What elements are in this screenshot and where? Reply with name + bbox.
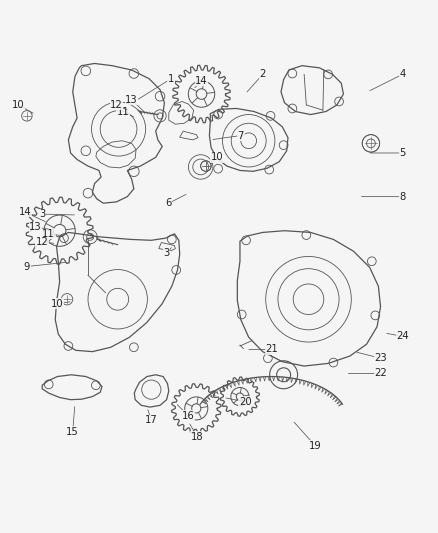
Text: 2: 2: [259, 69, 266, 79]
Text: 3: 3: [39, 209, 45, 219]
Text: 10: 10: [12, 100, 25, 110]
Text: 5: 5: [399, 148, 406, 158]
Text: 11: 11: [117, 107, 129, 117]
Text: 14: 14: [195, 76, 208, 86]
Text: 23: 23: [374, 353, 387, 363]
Text: 11: 11: [42, 229, 55, 239]
Text: 1: 1: [168, 74, 174, 84]
Text: 12: 12: [36, 238, 49, 247]
Text: 22: 22: [374, 368, 387, 378]
Text: 19: 19: [309, 440, 321, 450]
Text: 8: 8: [399, 192, 406, 201]
Text: 12: 12: [110, 100, 123, 110]
Text: 9: 9: [24, 262, 30, 271]
Text: 10: 10: [51, 298, 64, 309]
Text: 17: 17: [145, 415, 158, 425]
Text: 15: 15: [67, 426, 79, 437]
Text: 14: 14: [18, 207, 31, 217]
Text: 3: 3: [163, 248, 170, 259]
Text: 20: 20: [239, 397, 251, 407]
Text: 6: 6: [166, 198, 172, 208]
Text: 18: 18: [191, 432, 204, 442]
Text: 21: 21: [265, 344, 278, 354]
Text: 10: 10: [211, 152, 223, 163]
Text: 7: 7: [238, 131, 244, 141]
Text: 4: 4: [399, 69, 406, 79]
Text: 13: 13: [125, 95, 138, 104]
Text: 13: 13: [29, 222, 42, 232]
Text: 24: 24: [396, 332, 409, 341]
Text: 16: 16: [182, 411, 195, 421]
